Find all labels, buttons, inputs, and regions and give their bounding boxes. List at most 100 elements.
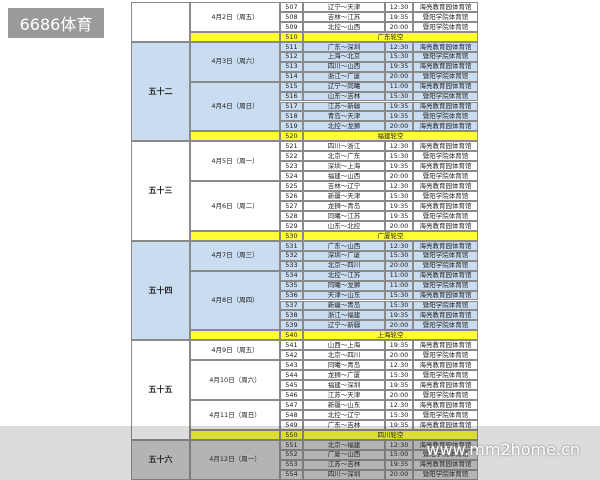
game-number: 527 — [280, 201, 303, 211]
bye-date — [190, 230, 280, 241]
matchup: 北控～山西 — [303, 21, 385, 32]
venue: 海亮教育园体育馆 — [413, 360, 478, 371]
date: 4月7日（周三） — [190, 240, 280, 271]
game-number: 537 — [280, 300, 303, 311]
matchup: 辽宁～新疆 — [303, 320, 385, 331]
venue: 暨阳学院体育馆 — [413, 11, 478, 22]
game-number: 544 — [280, 370, 303, 381]
watermark: 6686体育 — [8, 8, 104, 38]
venue: 暨阳学院体育馆 — [413, 51, 478, 62]
game-number: 518 — [280, 111, 303, 122]
matchup: 北控～江苏 — [303, 270, 385, 281]
game-number: 536 — [280, 290, 303, 301]
venue: 暨阳学院体育馆 — [413, 449, 478, 460]
matchup: 山东～北控 — [303, 220, 385, 231]
game-number: 552 — [280, 449, 303, 460]
game-number: 535 — [280, 280, 303, 291]
time: 20:00 — [385, 21, 413, 32]
bye-number: 530 — [280, 230, 303, 241]
venue: 暨阳学院体育馆 — [413, 171, 478, 182]
bye-team: 上海轮空 — [303, 330, 478, 341]
time: 15:30 — [385, 290, 413, 301]
matchup: 广厦～山西 — [303, 449, 385, 460]
date: 4月11日（周日） — [190, 400, 280, 430]
matchup: 深圳～广厦 — [303, 250, 385, 261]
venue: 海亮教育园体育馆 — [413, 81, 478, 92]
venue: 海亮教育园体育馆 — [413, 240, 478, 251]
time: 19:35 — [385, 11, 413, 22]
matchup: 天津～山东 — [303, 290, 385, 301]
time: 12:30 — [385, 439, 413, 450]
overlay-band — [0, 426, 600, 480]
matchup: 北控～龙狮 — [303, 121, 385, 132]
venue: 海亮教育园体育馆 — [413, 270, 478, 281]
time: 19:35 — [385, 210, 413, 221]
matchup: 北控～辽宁 — [303, 409, 385, 420]
game-number: 549 — [280, 419, 303, 430]
time: 19:35 — [385, 419, 413, 430]
matchup: 北京～广东 — [303, 151, 385, 162]
venue: 暨阳学院体育馆 — [413, 280, 478, 291]
round: 五十二 — [131, 41, 190, 142]
game-number: 524 — [280, 171, 303, 182]
time: 19:35 — [385, 101, 413, 112]
venue: 海亮教育园体育馆 — [413, 141, 478, 152]
time: 19:35 — [385, 161, 413, 172]
game-number: 513 — [280, 61, 303, 72]
venue: 海亮教育园体育馆 — [413, 290, 478, 301]
matchup: 新疆～青岛 — [303, 300, 385, 311]
game-number: 516 — [280, 91, 303, 102]
time: 20:00 — [385, 320, 413, 331]
bye-date — [190, 31, 280, 42]
venue: 海亮教育园体育馆 — [413, 161, 478, 172]
time: 15:30 — [385, 300, 413, 311]
matchup: 上海～北京 — [303, 51, 385, 62]
game-number: 509 — [280, 21, 303, 32]
game-number: 523 — [280, 161, 303, 172]
venue: 海亮教育园体育馆 — [413, 201, 478, 211]
venue: 暨阳学院体育馆 — [413, 370, 478, 381]
date: 4月4日（周日） — [190, 81, 280, 132]
time: 12:30 — [385, 181, 413, 192]
round: 五十六 — [131, 439, 190, 480]
round: 五十三 — [131, 141, 190, 241]
matchup: 深圳～上海 — [303, 161, 385, 172]
time: 19:35 — [385, 201, 413, 211]
venue: 暨阳学院体育馆 — [413, 469, 478, 480]
time: 15:30 — [385, 91, 413, 102]
game-number: 508 — [280, 11, 303, 22]
time: 19:35 — [385, 459, 413, 470]
venue: 海亮教育园体育馆 — [413, 380, 478, 391]
bye-number: 540 — [280, 330, 303, 341]
time: 15:30 — [385, 250, 413, 261]
matchup: 山东～吉林 — [303, 91, 385, 102]
venue: 海亮教育园体育馆 — [413, 2, 478, 12]
matchup: 四川～山西 — [303, 61, 385, 72]
time: 15:30 — [385, 191, 413, 201]
matchup: 广东～吉林 — [303, 419, 385, 430]
venue: 海亮教育园体育馆 — [413, 101, 478, 112]
time: 20:00 — [385, 220, 413, 231]
bye-date — [190, 131, 280, 142]
matchup: 同曦～龙狮 — [303, 280, 385, 291]
matchup: 广东～山西 — [303, 240, 385, 251]
game-number: 538 — [280, 310, 303, 321]
venue: 暨阳学院体育馆 — [413, 350, 478, 361]
game-number: 543 — [280, 360, 303, 371]
matchup: 江苏～天津 — [303, 390, 385, 400]
time: 15:30 — [385, 51, 413, 62]
matchup: 同曦～江苏 — [303, 210, 385, 221]
date: 4月12日（周一） — [190, 439, 280, 480]
bye-team: 福建轮空 — [303, 131, 478, 142]
time: 20:00 — [385, 260, 413, 271]
game-number: 511 — [280, 41, 303, 52]
venue: 暨阳学院体育馆 — [413, 320, 478, 331]
matchup: 辽宁～天津 — [303, 2, 385, 12]
game-number: 553 — [280, 459, 303, 470]
venue: 海亮教育园体育馆 — [413, 181, 478, 192]
date: 4月10日（周六） — [190, 360, 280, 400]
matchup: 浙江～广厦 — [303, 71, 385, 82]
time: 11:00 — [385, 81, 413, 92]
time: 15:30 — [385, 151, 413, 162]
